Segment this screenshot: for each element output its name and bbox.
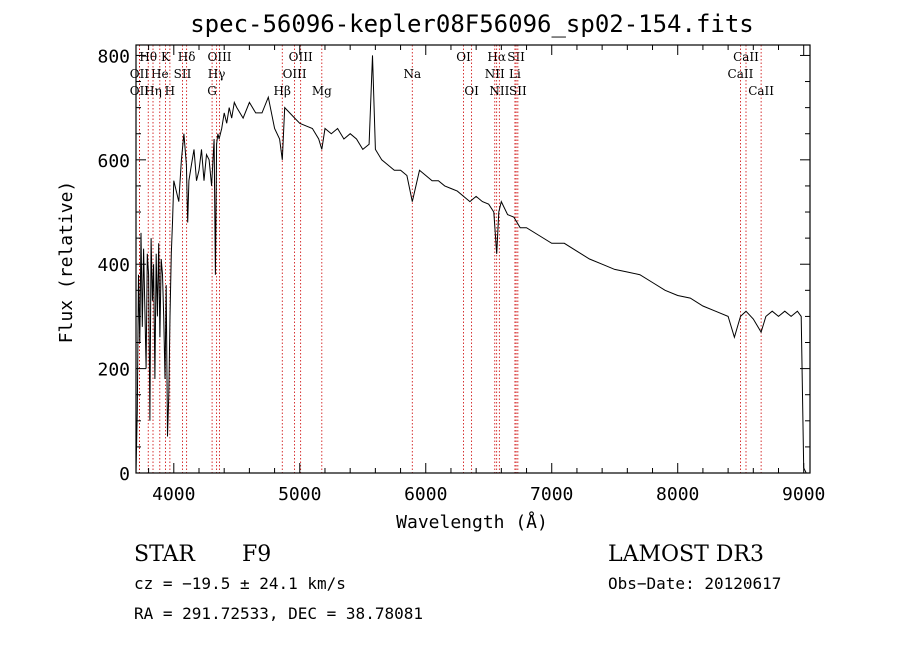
spectral-line-label: SII bbox=[509, 84, 527, 98]
obs-date-readout: Obs−Date: 20120617 bbox=[608, 574, 781, 593]
coordinates-readout: RA = 291.72533, DEC = 38.78081 bbox=[134, 604, 423, 623]
flux-series-line bbox=[135, 55, 807, 474]
spectral-line-label: Na bbox=[403, 67, 421, 81]
y-tick-label: 400 bbox=[97, 255, 130, 276]
object-class: STAR bbox=[134, 542, 196, 567]
y-tick-label: 200 bbox=[97, 360, 130, 381]
x-axis-label: Wavelength (Å) bbox=[396, 511, 548, 533]
y-tick-label: 800 bbox=[97, 46, 130, 67]
object-subclass: F9 bbox=[242, 542, 271, 567]
spectral-line-label: Hδ bbox=[178, 50, 196, 64]
spectral-line-label: OIII bbox=[283, 67, 307, 81]
chart-title: spec-56096-kepler08F56096_sp02-154.fits bbox=[190, 10, 754, 38]
redshift-readout: cz = −19.5 ± 24.1 km/s bbox=[134, 574, 346, 593]
survey-name: LAMOST DR3 bbox=[608, 542, 764, 567]
spectral-line-label: Li bbox=[509, 67, 521, 81]
spectral-line-label: He bbox=[151, 67, 169, 81]
spectral-line-label: OI bbox=[456, 50, 471, 64]
spectral-line-label: SII bbox=[174, 67, 192, 81]
x-tick-label: 7000 bbox=[530, 484, 573, 505]
plot-frame bbox=[135, 44, 811, 474]
x-tick-label: 4000 bbox=[152, 484, 195, 505]
x-tick-label: 8000 bbox=[656, 484, 699, 505]
spectral-line-label: OII bbox=[130, 84, 150, 98]
spectral-line-label: CaII bbox=[728, 67, 754, 81]
spectral-line-label: Hβ bbox=[274, 84, 291, 98]
y-tick-label: 600 bbox=[97, 151, 130, 172]
y-axis-ticks: 0 200 400 600 800 bbox=[97, 46, 810, 485]
spectral-line-label: NII bbox=[489, 84, 509, 98]
spectral-line-label: Hα bbox=[487, 50, 506, 64]
spectral-line-label: OIII bbox=[207, 50, 231, 64]
x-tick-label: 6000 bbox=[404, 484, 447, 505]
spectral-line-label: OIII bbox=[289, 50, 313, 64]
spectral-line-label: K bbox=[161, 50, 171, 64]
spectral-line-label: G bbox=[207, 84, 217, 98]
spectral-line-label: H bbox=[165, 84, 175, 98]
x-tick-label: 5000 bbox=[278, 484, 321, 505]
spectral-line-label: Hγ bbox=[208, 67, 226, 81]
y-tick-label: 0 bbox=[119, 464, 130, 485]
spectral-line-label: SII bbox=[507, 50, 525, 64]
x-axis-ticks: 4000 5000 6000 7000 8000 9000 bbox=[148, 45, 825, 505]
spectral-line-label: Hθ bbox=[139, 50, 157, 64]
x-tick-label: 9000 bbox=[782, 484, 825, 505]
spectral-line-label: CaII bbox=[733, 50, 759, 64]
y-axis-label: Flux (relative) bbox=[56, 181, 77, 344]
spectral-line-label: OI bbox=[464, 84, 479, 98]
spectral-line-label: Mg bbox=[312, 84, 332, 98]
spectral-line-label: CaII bbox=[748, 84, 774, 98]
spectral-line-label: NII bbox=[485, 67, 505, 81]
spectral-line-label: Hη bbox=[144, 84, 162, 98]
